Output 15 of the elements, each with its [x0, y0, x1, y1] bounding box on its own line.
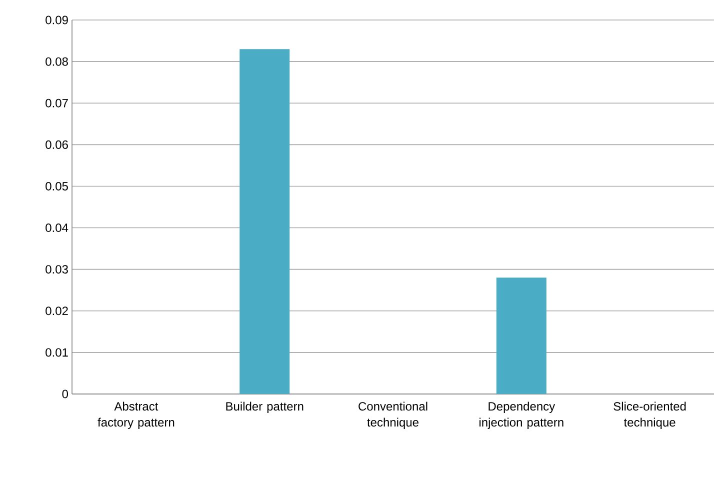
x-tick-label: Slice-oriented technique — [614, 402, 686, 429]
y-tick-label: 0.01 — [46, 348, 68, 357]
y-tick-label: 0.07 — [46, 98, 68, 108]
x-tick-label: Conventional technique — [358, 402, 428, 429]
y-tick-label: 0.04 — [46, 224, 68, 232]
y-tick-label: 0.09 — [46, 16, 68, 24]
y-tick-label: 0.05 — [46, 182, 68, 190]
y-tick-label: 0.06 — [46, 140, 68, 149]
x-tick-label: Builder pattern — [226, 402, 304, 413]
y-tick-label: 0.08 — [46, 57, 68, 66]
y-tick-label: 0 — [62, 390, 68, 398]
x-tick-label: Abstract factory pattern — [98, 402, 174, 429]
x-tick-label: Dependency injection pattern — [480, 402, 564, 429]
y-tick-label: 0.03 — [46, 265, 68, 274]
y-tick-label: 0.02 — [46, 306, 68, 316]
